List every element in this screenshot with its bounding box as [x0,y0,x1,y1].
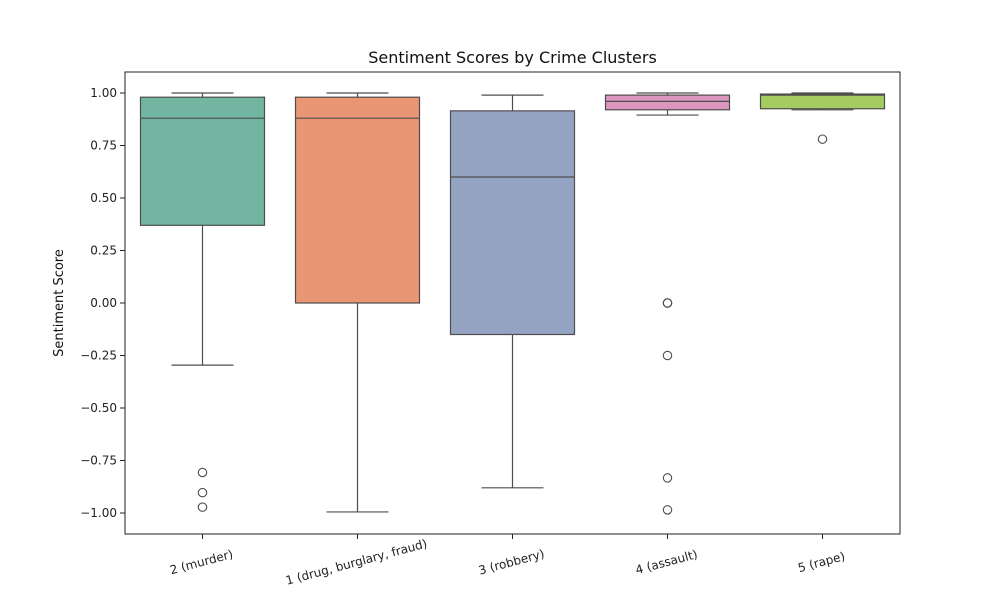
outlier-point [662,505,673,515]
box-group [759,92,886,144]
y-axis: −1.00 −0.75 −0.50 −0.25 0.00 0.25 0.50 0.75 1.00 [80,86,125,520]
box-iqr [449,110,576,336]
y-tick-label: 0.00 [90,296,117,310]
outlier-point [662,298,673,308]
outlier-point [817,134,828,144]
box-group [604,92,731,515]
box-group [449,94,576,489]
x-tick-label: 1 (drug, burglary, fraud) [284,536,429,587]
box-iqr [294,96,421,304]
x-axis: 2 (murder) 1 (drug, burglary, fraud) 3 (ro… [168,534,847,588]
y-tick-label: 0.25 [90,244,117,258]
y-tick-label: −0.75 [80,454,117,468]
y-tick-label: −0.25 [80,349,117,363]
y-axis-title: Sentiment Score [52,249,67,357]
plot-frame [124,71,901,535]
y-tick-label: −1.00 [80,506,117,520]
x-tick-label: 3 (robbery) [477,547,546,578]
outlier-point [197,502,208,512]
x-tick-label: 2 (murder) [168,547,234,577]
outlier-point [662,473,673,483]
outlier-point [197,487,208,498]
y-tick-label: 0.75 [90,139,117,153]
x-tick-label: 5 (rape) [796,549,846,575]
box-iqr [759,93,886,110]
chart-title: Sentiment Scores by Crime Clusters [368,48,657,67]
y-tick-label: 0.50 [90,191,117,205]
x-tick-label: 4 (assault) [634,547,699,577]
y-tick-label: −0.50 [80,401,117,415]
outlier-point [662,350,673,361]
box-group [139,92,266,512]
box-iqr [604,94,731,111]
box-iqr [139,96,266,226]
outlier-point [197,467,208,478]
y-tick-label: 1.00 [90,86,117,100]
box-group [294,92,421,513]
boxes-layer [139,92,886,515]
